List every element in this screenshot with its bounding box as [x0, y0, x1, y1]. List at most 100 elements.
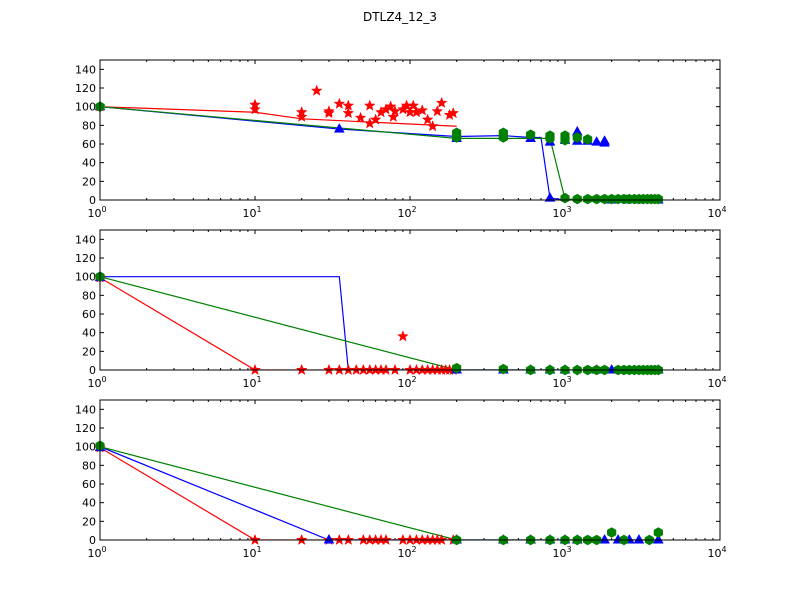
data-point-red-star — [363, 99, 376, 111]
data-point-red-star — [333, 97, 346, 109]
x-tick-label: 104 — [707, 545, 726, 560]
series-line-red — [100, 277, 457, 370]
x-tick-label: 102 — [397, 205, 416, 220]
y-tick-label: 120 — [75, 252, 96, 265]
data-point-red-star — [421, 113, 434, 125]
data-point-red-star — [323, 363, 335, 376]
x-tick-label: 103 — [552, 375, 571, 390]
subplots: 0 20 40 60 80 100 120 140 100 101 102 103 104 0 20 40 60… — [75, 59, 727, 560]
data-point-green-hexagon — [452, 132, 462, 143]
data-point-blue-triangle — [652, 533, 664, 544]
axes-frame — [99, 59, 721, 201]
x-tick-label: 100 — [87, 375, 106, 390]
data-point-red-star — [354, 111, 367, 123]
data-point-blue-triangle — [323, 533, 335, 544]
data-point-red-star — [369, 113, 382, 125]
y-tick-label: 20 — [82, 345, 96, 358]
y-tick-label: 20 — [82, 515, 96, 528]
y-tick-label: 0 — [89, 534, 96, 547]
data-point-green-hexagon — [592, 193, 602, 205]
y-tick-label: 100 — [75, 271, 96, 284]
x-tick-label: 103 — [552, 205, 571, 220]
axes-frame — [99, 399, 721, 541]
data-point-red-star — [447, 106, 460, 119]
figure-title: DTLZ4_12_3 — [363, 10, 437, 24]
x-tick-label: 101 — [242, 205, 261, 220]
data-point-red-star — [389, 105, 401, 117]
y-tick-label: 0 — [89, 194, 96, 207]
series-line-blue — [100, 276, 659, 370]
series-blue — [100, 276, 659, 370]
x-tick-label: 104 — [707, 205, 726, 220]
plot-area — [100, 60, 720, 200]
data-point-red-star — [310, 84, 323, 96]
y-tick-label: 0 — [89, 364, 96, 377]
x-tick-label: 100 — [87, 205, 106, 220]
y-tick-label: 80 — [82, 289, 96, 302]
series-red — [100, 106, 457, 127]
y-tick-label: 60 — [82, 478, 96, 491]
subplot-2: 0 20 40 60 80 100 120 140 100 101 102 103 104 — [75, 229, 727, 390]
data-point-green-hexagon — [560, 134, 570, 146]
data-point-red-star — [295, 363, 308, 376]
y-tick-label: 80 — [82, 459, 96, 472]
series-green — [100, 446, 659, 540]
data-point-red-star — [426, 120, 439, 132]
data-point-red-star — [380, 533, 392, 546]
axes-frame — [99, 229, 721, 371]
x-tick-label: 103 — [552, 545, 571, 560]
data-point-blue-triangle — [544, 192, 556, 202]
x-tick-label: 102 — [397, 375, 416, 390]
data-point-blue-triangle — [333, 123, 345, 133]
y-tick-label: 140 — [75, 403, 96, 416]
data-point-red-star — [249, 103, 261, 115]
data-point-red-star — [295, 110, 308, 122]
x-tick-label: 100 — [87, 545, 106, 560]
data-point-green-hexagon — [583, 134, 593, 145]
series-line-green — [100, 446, 659, 540]
data-point-green-hexagon — [560, 192, 570, 204]
x-tick-label: 104 — [707, 375, 726, 390]
data-point-red-star — [431, 105, 444, 117]
data-point-red-star — [396, 330, 409, 342]
data-point-red-star — [389, 363, 401, 376]
data-point-blue-triangle — [599, 533, 610, 544]
series-layer — [100, 446, 659, 540]
data-point-red-star — [435, 96, 448, 108]
y-tick-label: 20 — [82, 175, 96, 188]
data-point-green-hexagon — [545, 133, 555, 144]
data-point-green-hexagon — [583, 193, 593, 205]
data-point-blue-triangle — [591, 136, 603, 146]
data-point-red-star — [435, 533, 448, 546]
data-point-red-star — [416, 104, 429, 116]
series-line-blue — [100, 446, 659, 540]
data-point-red-star — [323, 106, 335, 119]
data-point-green-hexagon — [653, 527, 663, 538]
data-point-green-hexagon — [452, 362, 462, 374]
x-tick-label: 101 — [242, 545, 261, 560]
data-point-red-star — [342, 106, 355, 119]
subplot-3: 0 20 40 60 80 100 120 140 100 101 102 103 104 — [75, 399, 727, 560]
series-line-red — [100, 447, 457, 540]
x-tick-label: 102 — [397, 545, 416, 560]
data-point-green-hexagon — [607, 527, 617, 538]
y-tick-label: 120 — [75, 422, 96, 435]
series-line-green — [100, 276, 659, 370]
y-tick-label: 40 — [82, 497, 96, 510]
data-point-red-star — [407, 99, 420, 111]
data-point-red-star — [342, 533, 355, 546]
data-point-green-hexagon — [498, 363, 508, 375]
data-point-blue-triangle — [599, 137, 610, 147]
data-point-green-hexagon — [572, 193, 582, 205]
y-tick-label: 60 — [82, 138, 96, 151]
data-point-red-star — [384, 100, 397, 112]
data-point-red-star — [295, 533, 308, 546]
data-point-blue-triangle — [633, 533, 645, 544]
series-red — [100, 447, 457, 540]
y-tick-label: 60 — [82, 308, 96, 321]
x-tick-label: 101 — [242, 375, 261, 390]
data-point-green-hexagon — [498, 132, 508, 143]
y-tick-label: 120 — [75, 82, 96, 95]
data-point-green-hexagon — [572, 132, 582, 143]
